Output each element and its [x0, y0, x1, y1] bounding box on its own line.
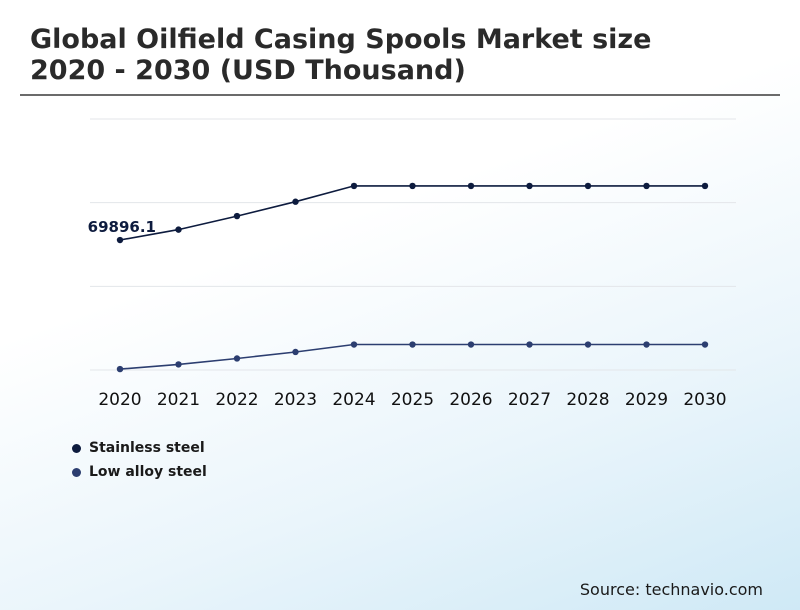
data-point — [233, 355, 241, 362]
chart-title: Global Oilfield Casing Spools Market siz… — [30, 24, 652, 86]
data-point — [292, 198, 299, 205]
x-tick-label: 2022 — [215, 390, 258, 410]
x-tick-label: 2020 — [98, 390, 141, 410]
x-axis-tick-labels: 2020 2021 2022 2023 2024 2025 2026 2027 2028 2029… — [98, 390, 726, 410]
data-point — [116, 236, 124, 244]
grid-lines — [90, 118, 736, 371]
annotations: 69896.1 — [88, 218, 156, 236]
data-point — [584, 182, 592, 190]
data-point — [467, 341, 475, 348]
data-point — [233, 212, 241, 220]
x-tick-label: 2028 — [566, 390, 609, 410]
data-point — [643, 341, 650, 348]
data-point — [584, 341, 592, 348]
x-tick-label: 2026 — [449, 390, 492, 410]
data-point — [526, 182, 533, 190]
x-tick-label: 2029 — [625, 390, 668, 410]
legend-item-low-alloy-steel: Low alloy steel — [72, 460, 207, 484]
series-line-low-alloy-steel — [119, 343, 705, 370]
legend-item-stainless-steel: Stainless steel — [72, 436, 207, 460]
legend-label: Stainless steel — [89, 440, 205, 456]
series-layer — [116, 182, 709, 373]
legend: Stainless steel Low alloy steel — [72, 436, 207, 484]
data-point — [701, 182, 709, 190]
data-point — [350, 341, 358, 348]
x-tick-label: 2030 — [683, 390, 726, 410]
x-tick-label: 2027 — [508, 390, 551, 410]
legend-marker-low-alloy-steel — [72, 467, 81, 477]
x-tick-label: 2025 — [391, 390, 434, 410]
data-point — [643, 182, 650, 190]
x-tick-label: 2024 — [332, 390, 375, 410]
legend-marker-stainless-steel — [72, 443, 81, 453]
data-point — [701, 341, 709, 348]
data-label: 69896.1 — [88, 218, 156, 236]
data-point — [409, 341, 416, 348]
source-credit: Source: technavio.com — [579, 580, 763, 599]
x-tick-label: 2021 — [157, 390, 200, 410]
data-point — [526, 341, 533, 348]
data-point — [350, 182, 358, 190]
data-point — [292, 348, 299, 356]
data-point — [175, 226, 182, 233]
title-divider — [20, 94, 780, 96]
x-tick-label: 2023 — [274, 390, 317, 410]
data-point — [116, 365, 124, 373]
data-point — [467, 182, 475, 190]
data-point — [409, 182, 416, 190]
legend-label: Low alloy steel — [89, 464, 207, 480]
data-point — [175, 361, 182, 368]
series-line-stainless-steel — [119, 185, 705, 241]
